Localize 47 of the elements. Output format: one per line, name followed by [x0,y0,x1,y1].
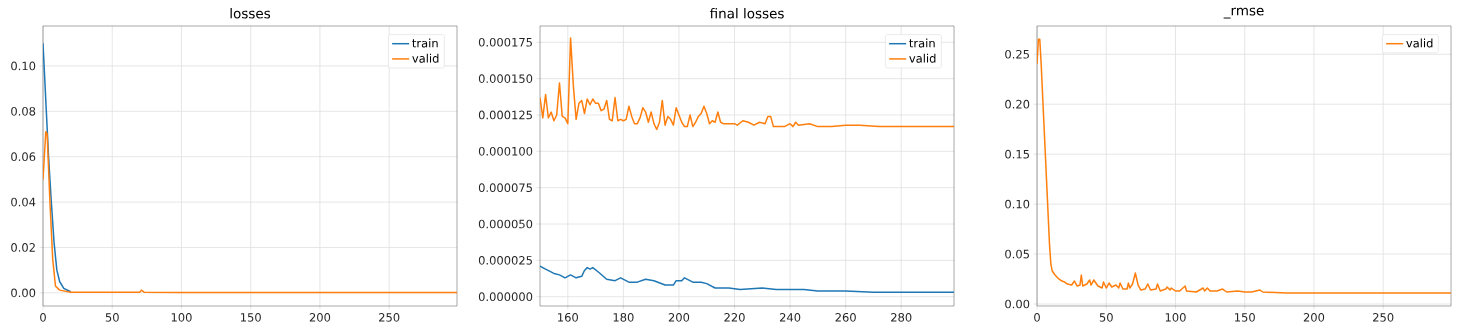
x-tick-label: 220 [724,313,745,322]
y-tick-label: 0.08 [11,106,36,116]
x-tick-label: 0 [40,313,46,322]
x-tick-label: 280 [891,313,912,322]
chart-title: final losses [709,8,784,19]
legend-label: valid [412,53,439,63]
chart-title: losses [230,8,271,19]
y-tick-label: 0.10 [1005,199,1030,209]
y-tick-label: 0.000125 [478,110,532,120]
x-tick-label: 50 [105,313,119,322]
y-tick-label: 0.02 [11,243,35,252]
x-tick-label: 200 [309,313,331,322]
y-tick-label: 0.00 [1005,299,1030,309]
legend-label: valid [909,53,936,63]
y-tick-label: 0.15 [1005,149,1029,159]
x-tick-label: 100 [171,313,192,322]
y-tick-label: 0.20 [1005,99,1030,109]
y-tick-label: 0.000075 [478,183,532,192]
x-tick-label: 250 [379,313,400,322]
x-tick-label: 50 [1099,313,1113,322]
x-tick-label: 150 [1235,313,1255,322]
y-tick-label: 0.000050 [478,219,533,229]
y-tick-label: 0.000025 [478,256,532,265]
y-tick-label: 0.06 [11,152,36,162]
x-tick-label: 250 [1373,313,1394,322]
legend-label: valid [1406,38,1433,48]
y-tick-label: 0.04 [11,197,36,207]
y-tick-label: 0.10 [11,61,36,71]
y-tick-label: 0.05 [1005,249,1029,259]
x-tick-label: 150 [240,313,261,322]
legend-label: train [909,38,935,48]
y-tick-label: 0.000000 [478,292,533,302]
y-tick-label: 0.000150 [478,74,533,83]
legend-label: train [412,38,438,48]
y-tick-label: 0.25 [1005,49,1029,59]
x-tick-label: 100 [1165,313,1186,322]
x-tick-label: 240 [779,313,801,322]
x-tick-label: 180 [613,313,634,322]
x-tick-label: 260 [835,313,856,322]
x-tick-label: 0 [1034,313,1040,322]
x-tick-label: 160 [558,313,578,322]
chart-title: _rmse [1223,7,1264,19]
x-tick-label: 200 [1303,313,1325,322]
x-tick-label: 200 [668,313,690,322]
y-tick-label: 0.000175 [478,37,532,47]
y-tick-label: 0.00 [11,288,36,298]
y-tick-label: 0.000100 [478,146,533,156]
